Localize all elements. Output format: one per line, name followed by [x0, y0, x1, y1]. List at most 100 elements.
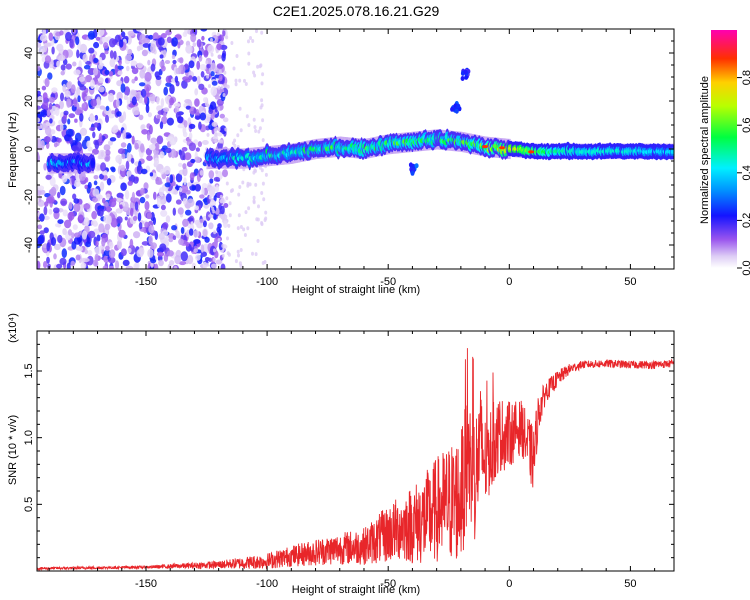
noise-blob	[206, 262, 210, 267]
noise-blob	[77, 214, 84, 224]
noise-blob	[120, 142, 127, 148]
noise-blob	[178, 65, 182, 75]
noise-blob	[39, 230, 45, 235]
noise-blob	[87, 230, 96, 239]
noise-blob	[58, 54, 66, 62]
noise-blob	[67, 118, 71, 125]
noise-blob	[146, 155, 153, 162]
noise-blob	[169, 97, 175, 106]
figure-title: C2E1.2025.078.16.21.G29	[273, 3, 440, 19]
noise-blob	[82, 257, 90, 263]
noise-blob	[111, 110, 115, 115]
y-tick-label: -40	[23, 237, 35, 253]
noise-blob	[248, 182, 252, 187]
noise-blob	[37, 111, 45, 117]
noise-blob	[253, 125, 257, 130]
signal-blob	[671, 149, 674, 155]
noise-blob	[62, 83, 67, 93]
noise-blob	[102, 265, 108, 269]
noise-blob	[134, 110, 141, 115]
noise-blob	[182, 197, 187, 205]
noise-blob	[197, 141, 202, 148]
y-tick-label: 1.0	[23, 430, 35, 445]
noise-blob	[181, 80, 188, 89]
noise-blob	[37, 65, 41, 72]
noise-blob	[98, 86, 105, 93]
noise-blob	[62, 228, 67, 236]
noise-blob	[73, 97, 78, 107]
noise-blob	[251, 39, 255, 43]
noise-blob	[194, 98, 200, 107]
noise-blob	[213, 230, 217, 235]
colorbar: 0.0 0.2 0.4 0.6 0.8 Normalized spectral ampl…	[699, 30, 750, 276]
noise-blob	[226, 251, 230, 256]
noise-blob	[83, 217, 90, 227]
colorbar-tick-label: 0.6	[741, 118, 750, 133]
noise-blob	[204, 236, 210, 243]
noise-blob	[74, 118, 78, 123]
noise-blob	[108, 265, 115, 269]
noise-blob	[220, 139, 223, 144]
noise-blob	[193, 108, 197, 114]
noise-blob	[116, 131, 122, 139]
noise-blob	[157, 110, 164, 115]
noise-blob	[46, 242, 50, 252]
noise-blob	[69, 137, 73, 145]
noise-blob	[200, 251, 207, 257]
noise-blob	[254, 129, 258, 133]
noise-blob	[104, 223, 111, 231]
noise-blob	[64, 90, 71, 98]
noise-blob	[145, 194, 150, 199]
noise-blob	[182, 166, 188, 177]
noise-blob	[121, 153, 126, 160]
noise-blob	[254, 182, 258, 187]
noise-blob	[237, 213, 241, 218]
noise-blob	[165, 82, 172, 87]
noise-blob	[155, 180, 163, 185]
noise-blob	[108, 249, 116, 259]
noise-blob	[94, 114, 99, 121]
noise-blob	[37, 152, 40, 162]
y-tick-label: -20	[23, 189, 35, 205]
noise-blob	[43, 261, 48, 269]
noise-blob	[179, 57, 184, 64]
noise-blob	[188, 123, 196, 129]
noise-blob	[108, 113, 115, 119]
colorbar-tick-label: 0.0	[741, 260, 750, 275]
noise-blob	[234, 78, 238, 83]
noise-blob	[172, 59, 177, 65]
noise-blob	[134, 142, 139, 150]
noise-blob	[48, 208, 53, 215]
noise-blob	[76, 86, 81, 97]
noise-blob	[189, 172, 195, 181]
noise-blob	[136, 249, 144, 258]
secondary-feature	[408, 162, 413, 168]
noise-blob	[193, 239, 201, 244]
noise-blob	[162, 222, 169, 230]
noise-blob	[233, 143, 237, 148]
noise-blob	[184, 99, 192, 104]
x-tick-label: -150	[135, 578, 157, 590]
noise-blob	[194, 205, 199, 211]
noise-blob	[210, 71, 215, 77]
noise-blob	[56, 43, 64, 52]
noise-blob	[208, 108, 214, 114]
noise-blob	[156, 114, 161, 120]
noise-blob	[103, 144, 111, 151]
noise-blob	[73, 232, 81, 238]
noise-blob	[42, 101, 49, 110]
noise-blob	[109, 137, 117, 142]
noise-blob	[38, 46, 46, 55]
y-tick-label: 40	[23, 47, 35, 59]
noise-blob	[131, 191, 135, 202]
noise-blob	[104, 50, 109, 55]
noise-blob	[132, 215, 138, 221]
noise-blob	[130, 207, 134, 217]
noise-blob	[257, 129, 261, 134]
noise-blob	[173, 265, 178, 269]
noise-blob	[93, 67, 99, 76]
noise-blob	[83, 64, 91, 70]
noise-blob	[86, 140, 91, 148]
noise-blob	[206, 63, 211, 69]
noise-blob	[147, 112, 152, 118]
